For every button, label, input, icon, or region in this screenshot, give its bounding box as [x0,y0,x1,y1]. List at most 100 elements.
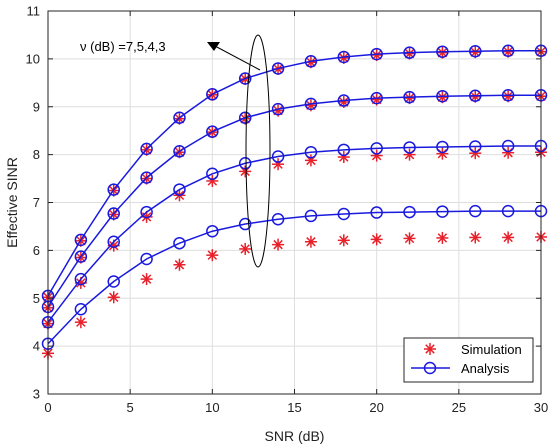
analysis-point [436,205,449,218]
simulation-point [272,238,285,251]
simulation-point [107,291,120,304]
simulation-point [304,235,317,248]
analysis-point [501,89,515,102]
x-tick-label: 5 [127,400,134,415]
annotation: ν (dB) =7,5,4,3 [80,34,271,268]
asterisk-stroke [470,232,480,243]
asterisk-stroke [76,278,86,288]
analysis-point [271,102,285,116]
analysis-point [403,205,416,219]
simulation-point [469,231,482,244]
asterisk-stroke [174,260,185,270]
analysis-point [238,217,252,231]
analysis-point [140,252,153,266]
analysis-point [337,50,351,64]
asterisk-stroke [339,53,349,63]
simulation-point [502,231,515,244]
analysis-curve-1 [41,44,548,303]
y-tick-label: 4 [33,339,40,354]
analysis-point [271,62,285,75]
annotation-arrow-head [207,42,220,51]
analysis-line [47,49,541,297]
y-tick-label: 6 [33,243,40,258]
asterisk-stroke [404,48,415,59]
legend-analysis-label: Analysis [461,361,510,376]
asterisk-stroke [109,292,119,303]
simulation-point [140,273,153,286]
analysis-point [501,204,515,218]
analysis-point [436,45,449,58]
analysis-line [47,94,541,308]
analysis-point [238,72,252,85]
asterisk-stroke [470,91,480,102]
legend: Simulation Analysis [403,337,534,383]
legend-analysis-marker [423,361,437,375]
simulation-point [436,231,449,244]
asterisk-stroke [404,233,415,244]
asterisk-stroke [240,244,250,254]
asterisk-stroke [425,344,435,354]
simulation-point [337,234,350,247]
analysis-point [173,111,186,125]
analysis-curve-3 [41,139,548,329]
analysis-point [107,275,120,288]
legend-simulation-label: Simulation [461,342,522,357]
simulation-point [239,242,252,255]
analysis-point [173,145,186,158]
analysis-point [469,140,482,153]
analysis-point [370,47,383,61]
x-tick-label: 30 [534,400,548,415]
analysis-point [74,272,88,286]
asterisk-stroke [503,46,513,57]
analysis-point [74,250,88,263]
asterisk-stroke [503,91,513,101]
analysis-point [403,90,416,104]
asterisk-stroke [207,250,218,260]
analysis-point [304,55,318,68]
analysis-point [337,94,351,107]
asterisk-stroke [306,237,316,247]
annotation-label: ν (dB) =7,5,4,3 [80,39,166,54]
analysis-point [271,150,285,163]
ticks: 0 5 10 15 20 25 30 3 4 5 6 7 8 9 10 11 [26,4,549,416]
analysis-point [403,141,416,154]
asterisk-stroke [339,235,349,246]
asterisk-stroke [240,113,250,124]
asterisk-stroke [371,234,382,245]
analysis-point [206,167,219,181]
asterisk-stroke [437,47,448,58]
analysis-point [337,143,351,157]
analysis-point [469,89,482,102]
analysis-point [173,236,186,250]
analysis-line [47,210,541,345]
y-tick-label: 7 [33,195,40,210]
y-tick-label: 11 [27,4,41,19]
asterisk-stroke [141,274,152,284]
x-tick-label: 20 [369,400,383,415]
analysis-point [370,91,383,105]
asterisk-stroke [306,57,316,67]
asterisk-stroke [109,240,119,251]
analysis-point [403,46,416,59]
x-tick-label: 15 [287,400,301,415]
simulation-point [469,46,482,59]
asterisk-stroke [404,93,415,103]
y-axis-label: Effective SINR [4,157,20,248]
y-tick-label: 8 [33,147,40,162]
y-tick-label: 3 [33,387,40,402]
simulation-point [337,151,350,164]
analysis-point [140,171,153,184]
analysis-point [74,303,88,316]
x-tick-label: 25 [452,400,466,415]
legend-simulation-marker [424,343,436,355]
y-tick-label: 5 [33,291,40,306]
analysis-point [238,156,252,170]
simulation-point [206,249,219,262]
analysis-point [501,139,515,153]
analysis-point [436,89,449,103]
analysis-point [501,44,515,57]
analysis-point [238,111,252,125]
asterisk-stroke [273,239,283,250]
analysis-point [206,125,219,138]
